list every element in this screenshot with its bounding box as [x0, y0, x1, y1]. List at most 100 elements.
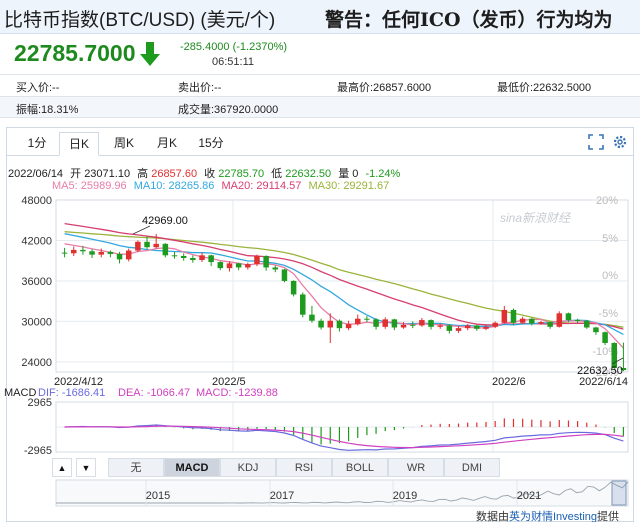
- macd-legend-item: MACD: [4, 387, 36, 399]
- indicator-none[interactable]: 无: [108, 458, 164, 477]
- dif-line: [64, 424, 624, 451]
- volume: 成交量:367920.0000: [178, 104, 279, 116]
- volume-label: 量: [338, 168, 350, 180]
- candle-body: [107, 251, 114, 254]
- y-tick-left: 48000: [21, 195, 52, 207]
- macd-legend-item: DIF: -1686.41: [38, 387, 105, 399]
- candle-body: [391, 319, 398, 328]
- x-tick-label: 2022/4/12: [54, 376, 103, 388]
- indicator-rsi[interactable]: RSI: [276, 458, 332, 477]
- ma-info: MA5: 25989.96 MA10: 28265.86 MA20: 29114…: [52, 180, 393, 192]
- low-value: 22632.50: [285, 168, 332, 180]
- candle-body: [199, 255, 205, 261]
- candle-body: [125, 250, 132, 260]
- candle-body: [364, 318, 370, 320]
- x-tick-label: 2022/6/14: [579, 376, 628, 388]
- candle-body: [217, 262, 224, 269]
- overview-navigator: 2015 2017 2019 2021: [55, 479, 629, 507]
- scroll-up-button[interactable]: ▲: [52, 458, 72, 477]
- candle-body: [611, 342, 618, 368]
- candle-body: [98, 251, 104, 255]
- indicator-kdj[interactable]: KDJ: [220, 458, 276, 477]
- macd-legend-item: DEA: -1066.47: [118, 387, 190, 399]
- source-brand[interactable]: 英为财情Investing: [509, 511, 598, 522]
- candle-body: [254, 255, 260, 265]
- indicator-dmi[interactable]: DMI: [444, 458, 500, 477]
- candle-body: [354, 318, 361, 325]
- scroll-down-button[interactable]: ▼: [76, 458, 96, 477]
- candle-body: [382, 319, 388, 327]
- x-axis-labels: 2022/4/12 2022/5 2022/6 2022/6/14: [54, 376, 628, 388]
- y-tick-right: 0%: [602, 270, 618, 282]
- candle-body: [593, 327, 599, 333]
- tab-monthly-k[interactable]: 月K: [156, 136, 177, 150]
- candle-body: [89, 251, 95, 255]
- tab-15min[interactable]: 15分: [198, 136, 224, 150]
- candle-body: [464, 325, 471, 329]
- price-change: -285.4000 (-1.2370%): [180, 41, 288, 53]
- candle-body: [300, 294, 306, 315]
- x-tick-label: 2022/5: [212, 376, 246, 388]
- candle-body: [556, 313, 563, 327]
- candle-body: [455, 328, 462, 331]
- candle-body: [235, 263, 242, 268]
- ma10-value: MA10: 28265.86: [133, 180, 215, 192]
- overview-year-label: 2019: [393, 490, 417, 502]
- price-time: 06:51:11: [212, 56, 255, 68]
- high-value: 26857.60: [151, 168, 198, 180]
- tab-weekly-k[interactable]: 周K: [113, 136, 134, 150]
- candle-body: [226, 263, 233, 269]
- candle-body: [501, 309, 508, 323]
- candle-body: [245, 264, 251, 268]
- candle-body: [290, 280, 297, 295]
- macd-panel: 2965 -2965 MACD DIF: -1686.41 DEA: -1066.47 M…: [4, 387, 629, 457]
- y-axis-left: 48000 42000 36000 30000 24000: [21, 195, 52, 369]
- tab-1min[interactable]: 1分: [27, 136, 47, 150]
- macd-legend-item: MACD: -1239.88: [196, 387, 278, 399]
- candle-body: [519, 318, 526, 323]
- y-tick-right: -5%: [598, 308, 618, 320]
- volume-value: 0: [352, 168, 359, 180]
- candle-body: [483, 326, 489, 329]
- indicator-wr[interactable]: WR: [388, 458, 444, 477]
- overview-year-label: 2021: [517, 490, 541, 502]
- candle-body: [584, 320, 590, 328]
- candle-body: [318, 320, 324, 328]
- overview-line: [56, 481, 629, 504]
- candle-body: [327, 320, 334, 328]
- candle-body: [574, 320, 581, 322]
- indicator-boll[interactable]: BOLL: [332, 458, 388, 477]
- indicator-macd[interactable]: MACD: [164, 458, 220, 477]
- sina-watermark: sina新浪财经: [500, 211, 572, 225]
- data-source: 数据由英为财情Investing提供: [476, 508, 619, 522]
- candle-body: [446, 325, 453, 331]
- ohlc-date: 2022/06/14: [8, 168, 64, 180]
- candle-body: [135, 241, 141, 251]
- candle-body: [190, 258, 196, 261]
- y-tick-right: 5%: [602, 233, 618, 245]
- fullscreen-icon[interactable]: [588, 134, 604, 150]
- bid-price: 买入价:--: [16, 82, 60, 94]
- min-price-label: 22632.50: [577, 365, 623, 377]
- candle-body: [208, 255, 214, 263]
- low-label: 低: [271, 168, 283, 180]
- candle-body: [602, 332, 608, 343]
- candle-body: [80, 249, 86, 252]
- candle-body: [70, 249, 77, 254]
- candle-body: [272, 267, 279, 270]
- ma30-value: MA30: 29291.67: [308, 180, 390, 192]
- y-tick-left: 36000: [21, 276, 52, 288]
- candle-body: [309, 314, 315, 321]
- overview-year-label: 2017: [270, 490, 294, 502]
- indicator-tabs: 无 MACD KDJ RSI BOLL WR DMI: [52, 458, 612, 478]
- title-bar: [0, 0, 640, 34]
- y-tick-left: 24000: [21, 357, 52, 369]
- down-arrow-icon: [140, 42, 160, 66]
- candle-body: [547, 322, 553, 327]
- gear-icon[interactable]: [612, 134, 628, 150]
- source-suffix: 提供: [597, 511, 620, 522]
- tab-daily-k[interactable]: 日K: [59, 132, 99, 156]
- plot-border: [55, 199, 629, 373]
- close-value: 22785.70: [218, 168, 265, 180]
